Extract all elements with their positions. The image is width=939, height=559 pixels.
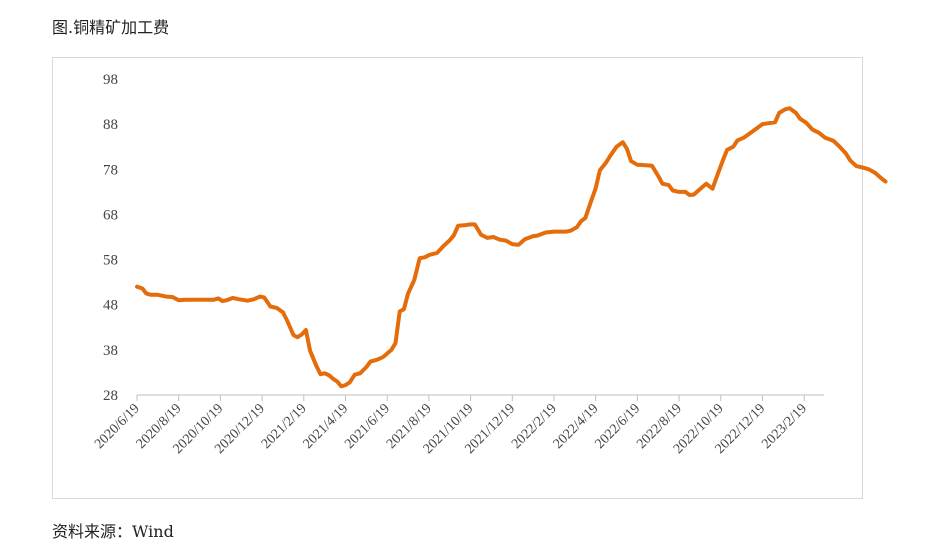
y-tick-label: 58 (103, 253, 118, 269)
series-line (135, 106, 888, 389)
y-tick-label: 38 (103, 343, 118, 359)
y-tick-label: 68 (103, 207, 118, 223)
x-tick-label: 2021/6/19 (342, 401, 393, 452)
x-tick-label: 2021/2/19 (259, 401, 310, 452)
x-tick-label: 2021/4/19 (301, 401, 352, 452)
x-tick-label: 2022/6/19 (592, 401, 643, 452)
x-tick-label: 2023/2/19 (759, 401, 810, 452)
y-tick-label: 88 (103, 117, 118, 133)
y-tick-label: 78 (103, 162, 118, 178)
chart-title: 图.铜精矿加工费 (52, 18, 170, 37)
x-tick-label: 2020/6/19 (92, 401, 143, 452)
y-tick-label: 48 (103, 298, 118, 314)
chart-frame (52, 57, 863, 499)
x-tick-label: 2022/2/19 (509, 401, 560, 452)
x-tick-label: 2022/4/19 (551, 401, 602, 452)
y-tick-label: 98 (103, 72, 118, 88)
y-tick-label: 28 (103, 388, 118, 404)
source-note: 资料来源：Wind (52, 522, 174, 541)
